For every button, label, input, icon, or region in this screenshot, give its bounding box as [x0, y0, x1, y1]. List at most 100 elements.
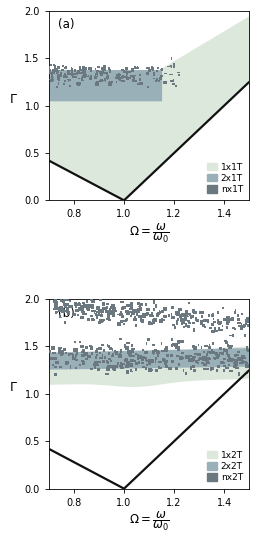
Bar: [102, 308, 104, 311]
Bar: [234, 311, 236, 314]
Bar: [48, 66, 50, 68]
Bar: [106, 76, 108, 78]
Bar: [57, 77, 60, 80]
Bar: [85, 67, 87, 70]
Bar: [75, 76, 77, 77]
Bar: [112, 311, 115, 314]
Bar: [184, 317, 187, 319]
Bar: [54, 304, 57, 308]
Bar: [71, 68, 74, 70]
Bar: [108, 83, 110, 85]
Bar: [189, 313, 190, 316]
Bar: [246, 317, 249, 320]
Bar: [133, 80, 136, 82]
Bar: [138, 306, 141, 307]
Bar: [59, 306, 62, 310]
Bar: [54, 301, 57, 304]
Bar: [230, 318, 234, 321]
Bar: [154, 349, 157, 352]
Bar: [126, 313, 129, 315]
Bar: [164, 348, 168, 352]
Bar: [204, 358, 207, 360]
Bar: [60, 353, 63, 355]
Bar: [115, 310, 117, 313]
Bar: [106, 303, 109, 305]
Bar: [177, 340, 180, 344]
Bar: [158, 367, 162, 368]
Bar: [140, 319, 143, 322]
Bar: [66, 76, 68, 77]
Bar: [123, 71, 126, 74]
Bar: [116, 81, 117, 83]
Bar: [96, 307, 99, 309]
Bar: [72, 354, 74, 357]
Bar: [231, 358, 234, 361]
Bar: [81, 80, 84, 82]
Bar: [102, 319, 105, 321]
Bar: [95, 356, 97, 359]
Bar: [161, 342, 162, 345]
Bar: [188, 314, 190, 315]
Bar: [92, 304, 94, 307]
Bar: [172, 324, 175, 326]
Bar: [81, 77, 84, 79]
Bar: [84, 314, 87, 315]
Bar: [195, 317, 197, 320]
Bar: [81, 360, 85, 362]
Bar: [122, 75, 124, 77]
Bar: [69, 73, 71, 75]
Bar: [213, 351, 215, 354]
Bar: [151, 312, 153, 314]
Y-axis label: $\Gamma$: $\Gamma$: [9, 381, 18, 394]
Bar: [207, 351, 209, 353]
Bar: [219, 352, 222, 353]
Bar: [85, 313, 87, 315]
Bar: [64, 306, 67, 308]
Bar: [135, 353, 137, 355]
Bar: [109, 347, 112, 350]
Bar: [54, 68, 57, 70]
Bar: [135, 362, 138, 365]
Bar: [111, 303, 115, 306]
Bar: [74, 73, 77, 75]
Bar: [149, 314, 152, 316]
Bar: [204, 326, 206, 328]
Bar: [215, 330, 218, 332]
Bar: [139, 78, 141, 81]
Bar: [112, 353, 114, 356]
Bar: [69, 353, 72, 355]
Bar: [245, 319, 248, 322]
Bar: [175, 367, 178, 370]
Bar: [56, 70, 60, 71]
Bar: [107, 77, 108, 80]
Bar: [226, 319, 229, 323]
Bar: [203, 368, 206, 370]
Bar: [125, 309, 128, 313]
Bar: [136, 313, 138, 316]
Bar: [97, 361, 101, 364]
Bar: [101, 345, 104, 346]
Bar: [63, 311, 65, 313]
Bar: [119, 313, 123, 316]
Bar: [185, 372, 187, 374]
Bar: [212, 342, 214, 345]
Bar: [84, 306, 88, 308]
Bar: [60, 299, 62, 302]
Bar: [230, 345, 233, 347]
Bar: [170, 65, 172, 67]
Bar: [245, 322, 247, 325]
Bar: [95, 82, 97, 84]
Bar: [107, 365, 111, 368]
Bar: [141, 361, 144, 364]
Bar: [117, 323, 121, 326]
Bar: [244, 333, 246, 337]
Bar: [130, 75, 132, 77]
Bar: [221, 362, 225, 364]
Bar: [124, 359, 128, 361]
Bar: [76, 82, 78, 85]
Bar: [225, 367, 229, 369]
Bar: [150, 315, 154, 317]
Bar: [111, 365, 115, 368]
Bar: [123, 76, 126, 78]
Bar: [214, 357, 216, 360]
